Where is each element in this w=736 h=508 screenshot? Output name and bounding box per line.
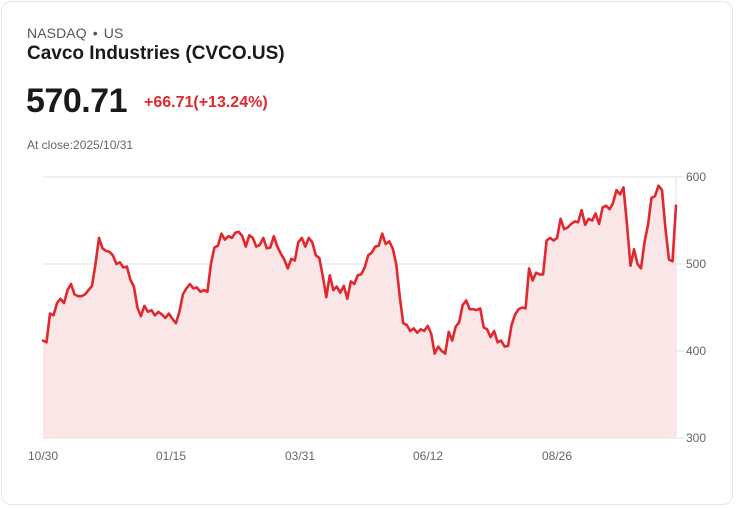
y-axis-labels: 300 400 500 600 [686, 170, 706, 445]
x-tick-label: 08/26 [542, 449, 572, 463]
current-price: 570.71 [26, 82, 128, 120]
exchange-label: NASDAQ • US [27, 25, 123, 41]
separator-dot: • [92, 25, 98, 41]
company-title: Cavco Industries (CVCO.US) [27, 43, 285, 64]
price-change: +66.71(+13.24%) [144, 94, 268, 111]
chart-area-fill [43, 185, 676, 438]
x-axis-labels: 10/30 01/15 03/31 06/12 08/26 [28, 449, 572, 463]
exchange-name: NASDAQ [27, 25, 87, 41]
region-name: US [103, 25, 124, 41]
close-date: At close:2025/10/31 [27, 138, 134, 152]
x-tick-label: 03/31 [285, 449, 315, 463]
x-tick-label: 01/15 [156, 449, 186, 463]
x-tick-label: 06/12 [413, 449, 443, 463]
chart-price-line [41, 184, 678, 355]
y-tick-label: 500 [686, 257, 706, 271]
x-tick-label: 10/30 [28, 449, 58, 463]
y-tick-label: 300 [686, 431, 706, 445]
y-tick-label: 400 [686, 344, 706, 358]
y-tick-label: 600 [686, 170, 706, 184]
